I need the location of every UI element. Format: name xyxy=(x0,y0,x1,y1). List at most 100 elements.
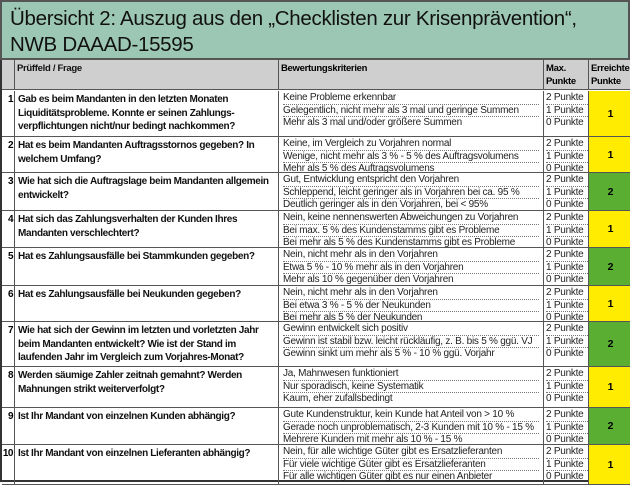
criterion: Für viele wichtige Güter gibt es Ersatzl… xyxy=(283,458,486,470)
max-points-cell: 2 Punkte 1 Punkte 0 Punkte xyxy=(544,173,589,210)
max-points-value: 0 Punkte xyxy=(546,117,584,129)
criterion-line: Bei etwa 3 % - 5 % der Neukunden xyxy=(283,300,539,313)
criterion-line: Nein, nicht mehr als in den Vorjahren xyxy=(283,287,539,300)
criterion-line: Mehr als 5 % des Auftragsvolumens xyxy=(283,163,539,176)
max-points-line: 1 Punkte xyxy=(546,336,588,349)
achieved-points[interactable]: 2 xyxy=(589,248,630,285)
criteria-cell: Gut, Entwicklung entspricht den Vorjahre… xyxy=(279,173,544,210)
row-number: 8 xyxy=(2,367,15,407)
criteria-cell: Nein, nicht mehr als in den Vorjahren Etw… xyxy=(279,248,544,285)
criteria-cell: Keine, im Vergleich zu Vorjahren normal W… xyxy=(279,137,544,174)
criterion: Gerade noch unproblematisch, 2-3 Kunden … xyxy=(283,421,534,433)
table-row: 7 Wie hat sich der Gewinn im letzten und… xyxy=(2,322,630,367)
criterion-line: Deutlich geringer als in den Vorjahren, … xyxy=(283,199,539,212)
criterion: Mehr als 10 % gegenüber den Vorjahren xyxy=(283,274,454,286)
criterion-line: Nur sporadisch, keine Systematik xyxy=(283,381,539,394)
table-row: 5 Hat es Zahlungsausfälle bei Stammkunde… xyxy=(2,248,630,286)
max-points-cell: 2 Punkte 1 Punkte 0 Punkte xyxy=(544,322,589,366)
criterion-line: Für alle wichtigen Güter gibt es nur ein… xyxy=(283,471,539,484)
achieved-points[interactable]: 1 xyxy=(589,367,630,407)
achieved-points[interactable]: 1 xyxy=(589,286,630,321)
table-row: 8 Werden säumige Zahler zeitnah gemahnt?… xyxy=(2,367,630,408)
max-points-line: 2 Punkte xyxy=(546,92,588,105)
max-points-value: 2 Punkte xyxy=(546,446,584,457)
title-line-1: Übersicht 2: Auszug aus den „Checklisten… xyxy=(10,7,577,30)
max-points-value: 0 Punkte xyxy=(546,312,584,324)
criterion-line: Mehr als 3 mal und/oder größere Summen xyxy=(283,117,539,130)
max-points-line: 1 Punkte xyxy=(546,225,588,238)
criterion: Nein, für alle wichtige Güter gibt es Er… xyxy=(283,446,503,457)
criterion: Nein, nicht mehr als in den Vorjahren xyxy=(283,287,438,298)
header-criteria: Bewertungskriterien xyxy=(279,60,544,89)
criteria-cell: Nein, keine nennenswerten Abweichungen z… xyxy=(279,211,544,248)
criterion-line: Keine, im Vergleich zu Vorjahren normal xyxy=(283,138,539,151)
criterion-line: Keine Probleme erkennbar xyxy=(283,92,539,105)
max-points-line: 0 Punkte xyxy=(546,312,588,325)
checklist-table: Prüffeld / Frage Bewertungskriterien Max… xyxy=(0,60,630,485)
row-number: 1 xyxy=(2,91,15,136)
table-row: 10 Ist Ihr Mandant von einzelnen Liefera… xyxy=(2,445,630,485)
max-points-value: 1 Punkte xyxy=(546,380,584,392)
criterion-line: Nein, keine nennenswerten Abweichungen z… xyxy=(283,212,539,225)
criteria-cell: Keine Probleme erkennbar Gelegentlich, ni… xyxy=(279,91,544,136)
criterion: Nein, nicht mehr als in den Vorjahren xyxy=(283,249,438,260)
criterion-line: Gewinn entwickelt sich positiv xyxy=(283,323,539,336)
row-number: 5 xyxy=(2,248,15,285)
max-points-value: 0 Punkte xyxy=(546,199,584,211)
max-points-line: 0 Punkte xyxy=(546,237,588,250)
criterion-line: Gerade noch unproblematisch, 2-3 Kunden … xyxy=(283,422,539,435)
max-points-cell: 2 Punkte 1 Punkte 0 Punkte xyxy=(544,211,589,250)
achieved-points[interactable]: 1 xyxy=(589,137,630,172)
max-points-value: 2 Punkte xyxy=(546,249,584,260)
criterion: Etwa 5 % - 10 % mehr als in den Vorjahre… xyxy=(283,261,464,273)
max-points-line: 1 Punkte xyxy=(546,105,588,118)
criterion-line: Gewinn ist stabil bzw. leicht rückläufig… xyxy=(283,336,539,349)
max-points-line: 2 Punkte xyxy=(546,174,588,187)
max-points-line: 1 Punkte xyxy=(546,300,588,313)
question: Hat es Zahlungsausfälle bei Neukunden ge… xyxy=(15,286,279,321)
criteria-cell: Nein, nicht mehr als in den Vorjahren Bei… xyxy=(279,286,544,323)
max-points-cell: 2 Punkte 1 Punkte 0 Punkte xyxy=(544,445,589,484)
max-points-line: 0 Punkte xyxy=(546,393,588,406)
criterion: Nein, keine nennenswerten Abweichungen z… xyxy=(283,212,519,223)
criterion-line: Bei max. 5 % des Kundenstamms gibt es Pr… xyxy=(283,225,539,238)
max-points-cell: 2 Punkte 1 Punkte 0 Punkte xyxy=(544,408,589,445)
max-points-line: 2 Punkte xyxy=(546,249,588,262)
max-points-line: 0 Punkte xyxy=(546,199,588,212)
table-row: 4 Hat sich das Zahlungsverhalten der Kun… xyxy=(2,211,630,248)
criterion-line: Kaum, eher zufallsbedingt xyxy=(283,393,539,406)
max-points-value: 1 Punkte xyxy=(546,299,584,311)
max-points-line: 1 Punkte xyxy=(546,262,588,275)
row-number: 6 xyxy=(2,286,15,321)
criterion-line: Bei mehr als 5 % der Neukunden xyxy=(283,312,539,325)
criterion: Bei max. 5 % des Kundenstamms gibt es Pr… xyxy=(283,224,500,236)
achieved-points[interactable]: 2 xyxy=(589,322,630,366)
max-points-value: 1 Punkte xyxy=(546,104,584,116)
question: Hat es beim Mandanten Auftragsstornos ge… xyxy=(15,137,279,172)
criterion-line: Etwa 5 % - 10 % mehr als in den Vorjahre… xyxy=(283,262,539,275)
max-points-cell: 2 Punkte 1 Punkte 0 Punkte xyxy=(544,91,589,136)
max-points-value: 1 Punkte xyxy=(546,261,584,273)
criterion-line: Gut, Entwicklung entspricht den Vorjahre… xyxy=(283,174,539,187)
max-points-value: 2 Punkte xyxy=(546,174,584,185)
max-points-line: 1 Punkte xyxy=(546,422,588,435)
criterion: Ja, Mahnwesen funktioniert xyxy=(283,368,399,379)
max-points-value: 0 Punkte xyxy=(546,393,584,405)
criterion: Keine Probleme erkennbar xyxy=(283,92,396,103)
max-points-line: 1 Punkte xyxy=(546,187,588,200)
achieved-points[interactable]: 2 xyxy=(589,173,630,210)
achieved-points[interactable]: 1 xyxy=(589,445,630,484)
achieved-points[interactable]: 1 xyxy=(589,211,630,247)
criterion: Mehrere Kunden mit mehr als 10 % - 15 % xyxy=(283,434,463,446)
criterion: Mehr als 5 % des Auftragsvolumens xyxy=(283,163,435,175)
achieved-points[interactable]: 1 xyxy=(589,91,630,136)
max-points-value: 2 Punkte xyxy=(546,368,584,379)
criterion-line: Gewinn sinkt um mehr als 5 % - 10 % ggü.… xyxy=(283,348,539,361)
max-points-line: 1 Punkte xyxy=(546,459,588,472)
max-points-value: 2 Punkte xyxy=(546,212,584,223)
max-points-value: 1 Punkte xyxy=(546,150,584,162)
achieved-points[interactable]: 2 xyxy=(589,408,630,444)
criterion-line: Mehr als 10 % gegenüber den Vorjahren xyxy=(283,274,539,287)
max-points-value: 0 Punkte xyxy=(546,348,584,360)
criterion-line: Gute Kundenstruktur, kein Kunde hat Ante… xyxy=(283,409,539,422)
